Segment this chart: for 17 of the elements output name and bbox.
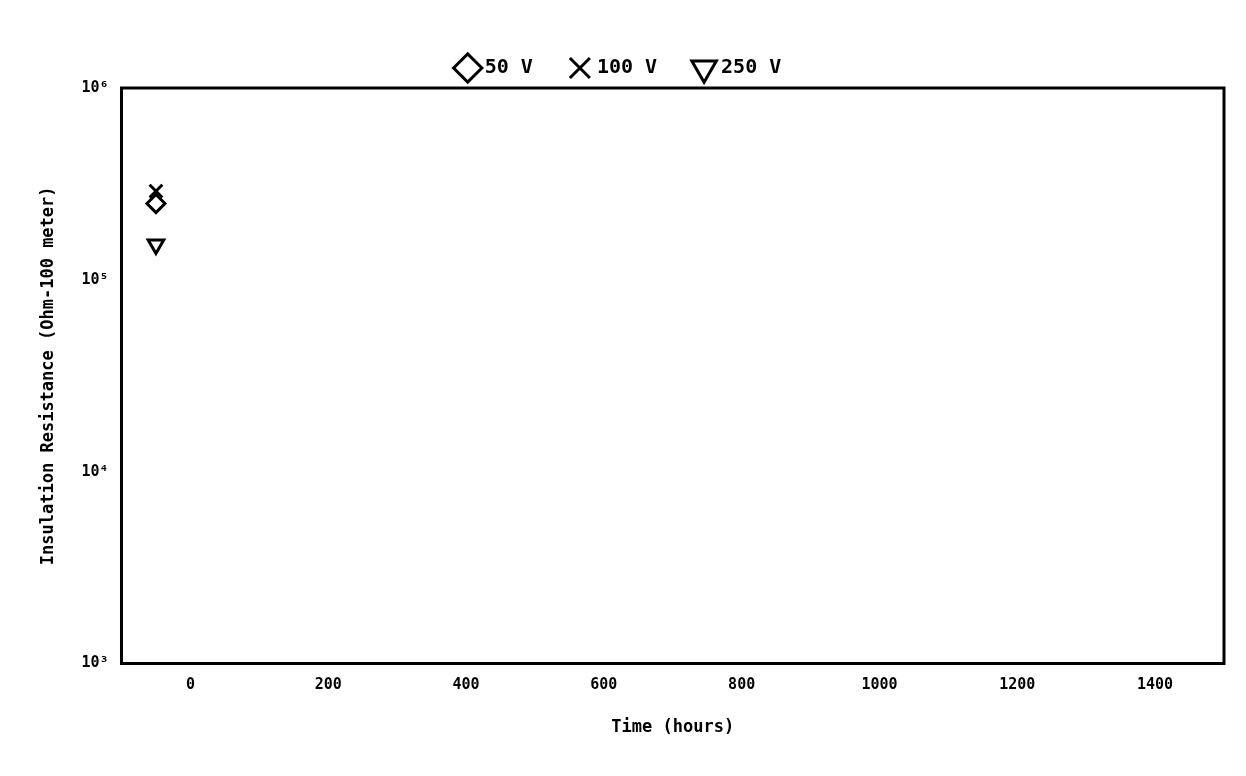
x-tick-label: 1400 [1137, 675, 1174, 694]
legend-label: 100 V [596, 54, 658, 79]
y-tick-label: 10³ [81, 653, 109, 672]
y-tick-label: 10⁶ [81, 77, 109, 96]
y-axis-title: Insulation Resistance (Ohm-100 meter) [36, 186, 57, 566]
x-tick-label: 600 [590, 675, 618, 694]
legend-label: 50 V [484, 54, 533, 79]
y-tick-label: 10⁵ [81, 269, 109, 288]
x-axis-title: Time (hours) [611, 716, 735, 737]
x-tick-label: 0 [185, 675, 195, 694]
x-tick-label: 1000 [861, 675, 898, 694]
x-tick-label: 800 [728, 675, 756, 694]
legend-label: 250 V [721, 54, 782, 79]
y-tick-label: 10⁴ [81, 461, 109, 480]
x-tick-label: 200 [314, 675, 342, 694]
x-tick-label: 1200 [999, 675, 1036, 694]
x-tick-label: 400 [452, 675, 480, 694]
